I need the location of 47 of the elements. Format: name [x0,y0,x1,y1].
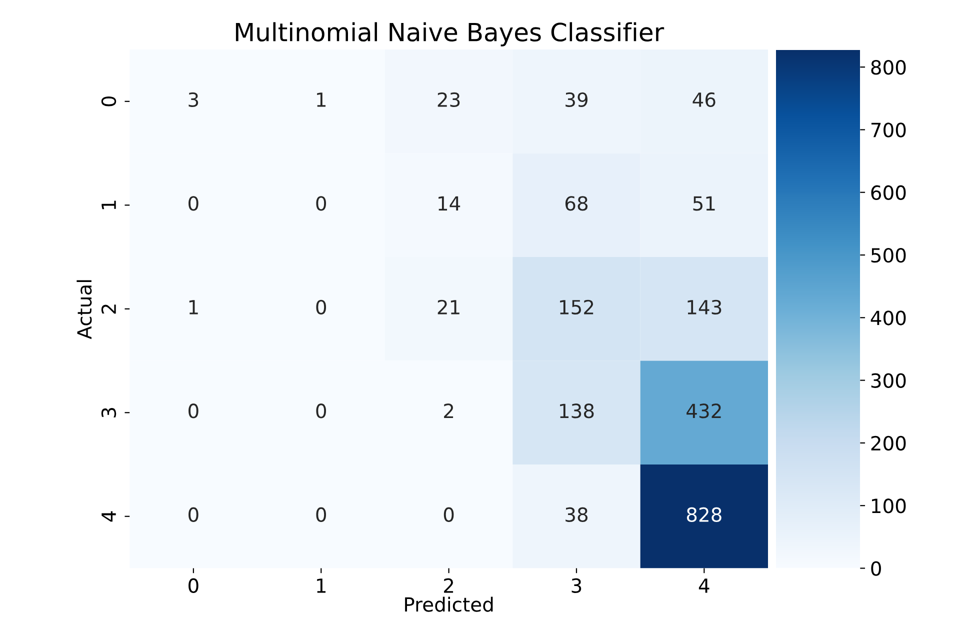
x-axis-title: Predicted [405,596,493,612]
data-label: 23 [438,92,460,108]
data-label: 0 [188,404,198,418]
data-label: 432 [686,404,721,418]
data-label: 0 [316,404,326,418]
y-axis-title: Actual [76,280,92,340]
color-bar-label: 800 [871,60,906,75]
data-label: 0 [188,196,198,211]
data-label: 138 [560,404,594,418]
data-label: 0 [316,196,326,211]
data-label: 152 [560,300,594,315]
color-bar-label: 200 [871,436,906,451]
data-label: 143 [688,300,722,315]
data-label: 51 [693,196,715,211]
data-label: 0 [188,507,198,522]
color-bar-label: 400 [870,310,906,326]
y-tick-label: 4 [102,511,116,522]
x-tick-label: 3 [572,578,582,594]
data-label: 1 [189,300,198,314]
y-tick-label: 3 [101,408,116,418]
color-bar-label: 600 [871,185,906,200]
color-bar-label: 100 [872,498,906,514]
color-bar-label: 500 [871,248,906,263]
color-bar-label: 0 [871,561,881,576]
data-label: 39 [566,92,588,108]
data-label: 828 [686,507,722,522]
chart-title: Multinomial Naive Bayes Classifier [236,22,664,46]
data-label: 0 [316,300,326,315]
data-label: 3 [188,92,198,108]
y-tick-label: 0 [101,96,116,106]
data-label: 21 [438,300,460,314]
x-tick-label: 2 [444,578,454,593]
x-tick-label: 1 [317,578,326,593]
data-label: 2 [444,404,454,418]
data-label: 68 [565,196,588,211]
data-label: 38 [566,507,588,522]
data-label: 0 [444,507,454,522]
y-tick-label: 1 [102,200,116,210]
data-label: 1 [317,92,326,107]
y-tick-label: 2 [101,304,116,314]
x-tick-label: 4 [698,578,710,593]
x-tick-label: 0 [188,578,198,594]
data-label: 46 [692,92,716,108]
color-bar-label: 700 [871,122,906,138]
data-label: 14 [438,196,460,210]
data-label: 0 [316,507,326,522]
color-bar-label: 300 [871,373,906,388]
